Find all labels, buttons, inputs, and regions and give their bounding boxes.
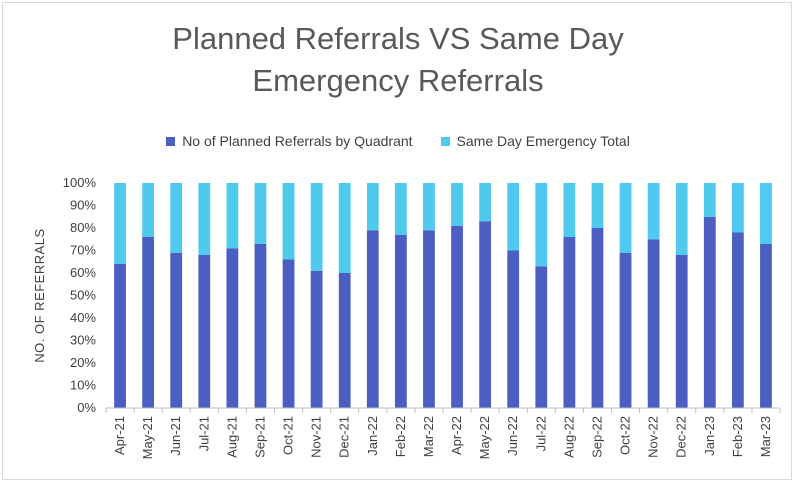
x-tick-label: Nov-21: [309, 416, 324, 458]
bar-planned: [619, 252, 632, 408]
y-tick-label: 90%: [70, 198, 96, 213]
x-tick-label: May-21: [140, 416, 155, 459]
bar-planned: [170, 252, 183, 408]
bar-same-day: [423, 183, 435, 231]
bar-same-day: [619, 183, 632, 253]
x-tick-label: Apr-22: [449, 416, 464, 455]
bar-planned: [142, 237, 155, 408]
bar-same-day: [591, 183, 604, 228]
bar-same-day: [338, 183, 351, 273]
bar-same-day: [254, 183, 267, 244]
bar-same-day: [170, 183, 183, 253]
x-tick-label: Jan-23: [702, 416, 717, 456]
bar-planned: [366, 230, 379, 408]
y-tick-label: 100%: [63, 175, 97, 190]
bar-planned: [114, 264, 126, 408]
chart-title: Planned Referrals VS Same Day Emergency …: [0, 18, 796, 102]
bar-planned: [282, 259, 295, 408]
y-tick-label: 70%: [70, 243, 96, 258]
y-tick-label: 20%: [70, 355, 96, 370]
bar-planned: [647, 239, 660, 408]
x-tick-label: Aug-21: [224, 416, 239, 458]
legend-swatch-same-day: [440, 136, 450, 146]
bar-planned: [591, 228, 604, 408]
x-tick-label: Mar-22: [421, 416, 436, 457]
x-tick-label: Jun-21: [168, 416, 183, 456]
bar-same-day: [142, 183, 155, 237]
x-tick-label: Nov-22: [646, 416, 661, 458]
bar-planned: [703, 216, 716, 408]
bar-planned: [451, 225, 463, 408]
bar-planned: [507, 250, 520, 408]
bar-planned: [731, 232, 744, 408]
legend-label-planned: No of Planned Referrals by Quadrant: [182, 133, 413, 149]
bar-same-day: [226, 183, 239, 249]
bar-planned: [338, 273, 351, 408]
bar-planned: [563, 237, 576, 408]
bar-planned: [760, 243, 772, 408]
bar-planned: [675, 255, 688, 408]
bar-planned: [198, 255, 211, 408]
y-tick-label: 60%: [70, 265, 96, 280]
bar-same-day: [760, 183, 772, 244]
x-tick-label: Jun-22: [505, 416, 520, 456]
bar-planned: [535, 266, 548, 408]
bar-same-day: [731, 183, 744, 233]
chart-title-line-1: Planned Referrals VS Same Day: [172, 21, 624, 56]
x-tick-label: Dec-22: [674, 416, 689, 458]
x-tick-label: Mar-23: [758, 416, 773, 457]
x-tick-label: Jul-21: [196, 416, 211, 451]
x-tick-label: Aug-22: [561, 416, 576, 458]
chart-title-line-2: Emergency Referrals: [252, 63, 544, 98]
bar-planned: [479, 221, 492, 408]
y-tick-label: 30%: [70, 333, 96, 348]
bar-planned: [423, 230, 435, 408]
y-tick-label: 80%: [70, 220, 96, 235]
bar-same-day: [563, 183, 576, 237]
x-tick-label: May-22: [477, 416, 492, 459]
x-tick-label: Feb-22: [393, 416, 408, 457]
x-tick-label: Oct-22: [618, 416, 633, 455]
bar-same-day: [535, 183, 548, 267]
y-tick-label: 50%: [70, 288, 96, 303]
bar-same-day: [703, 183, 716, 217]
legend-swatch-planned: [166, 136, 176, 146]
legend-label-same-day: Same Day Emergency Total: [456, 133, 630, 149]
bar-same-day: [366, 183, 379, 231]
legend-item-same-day: Same Day Emergency Total: [440, 133, 630, 149]
x-tick-label: Sep-21: [252, 416, 267, 458]
bar-planned: [254, 243, 267, 408]
bar-same-day: [451, 183, 463, 226]
x-tick-label: Sep-22: [589, 416, 604, 458]
x-tick-label: Jan-22: [365, 416, 380, 456]
chart-legend: No of Planned Referrals by Quadrant Same…: [0, 133, 796, 149]
bar-same-day: [675, 183, 688, 255]
x-tick-label: Jul-22: [533, 416, 548, 451]
y-tick-label: 0%: [77, 400, 96, 415]
bar-same-day: [114, 183, 126, 264]
bar-planned: [394, 234, 407, 408]
bar-same-day: [647, 183, 660, 240]
bar-same-day: [394, 183, 407, 235]
x-tick-label: Apr-21: [112, 416, 127, 455]
y-tick-label: 10%: [70, 378, 96, 393]
bar-same-day: [507, 183, 520, 251]
bar-same-day: [310, 183, 323, 271]
legend-item-planned: No of Planned Referrals by Quadrant: [166, 133, 413, 149]
bar-planned: [226, 248, 239, 408]
x-tick-label: Oct-21: [281, 416, 296, 455]
y-axis-title: NO. OF REFERRALS: [32, 228, 47, 362]
bar-same-day: [282, 183, 295, 260]
bar-same-day: [479, 183, 492, 222]
y-tick-label: 40%: [70, 310, 96, 325]
bar-same-day: [198, 183, 211, 255]
x-tick-label: Dec-21: [337, 416, 352, 458]
bar-planned: [310, 270, 323, 408]
x-tick-label: Feb-23: [730, 416, 745, 457]
